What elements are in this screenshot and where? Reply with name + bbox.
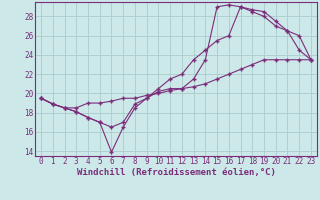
X-axis label: Windchill (Refroidissement éolien,°C): Windchill (Refroidissement éolien,°C)	[76, 168, 276, 177]
